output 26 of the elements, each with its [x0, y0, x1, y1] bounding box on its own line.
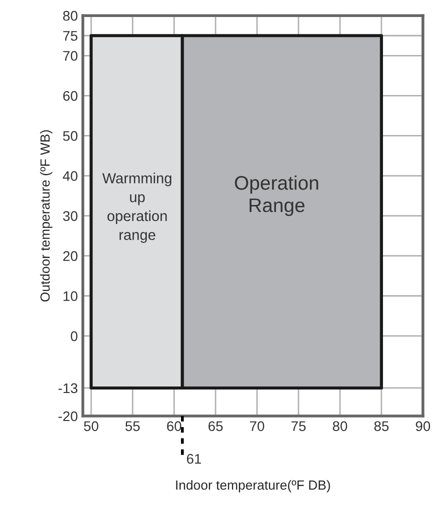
- y-tick-label: 40: [62, 171, 78, 181]
- x-tick-label: 80: [332, 421, 348, 432]
- x-tick-label: 60: [167, 421, 182, 432]
- y-tick-label: -20: [58, 411, 78, 422]
- x-axis-title: Indoor temperature(ºF DB): [176, 480, 330, 492]
- y-tick-label: 30: [63, 211, 78, 221]
- ref-line-label: 61: [186, 454, 202, 464]
- y-tick-label: 50: [63, 131, 78, 141]
- annotation: Operation Range: [234, 176, 318, 216]
- annotation: Warmming up operation range: [102, 172, 172, 243]
- y-tick-label: 20: [63, 251, 78, 262]
- y-tick-label: -13: [58, 383, 78, 394]
- x-tick-label: 75: [291, 421, 306, 432]
- y-tick-label: 60: [63, 91, 78, 101]
- y-axis-title: Outdoor temperature (ºF WB): [40, 130, 52, 302]
- y-tick-label: 70: [63, 50, 78, 61]
- x-tick-label: 85: [374, 421, 389, 432]
- y-tick-label: 75: [63, 31, 78, 41]
- x-tick-label: 70: [250, 421, 264, 432]
- x-tick-label: 55: [125, 421, 140, 432]
- y-tick-label: 80: [63, 10, 78, 21]
- x-tick-label: 50: [84, 421, 98, 432]
- x-tick-label: 65: [208, 421, 223, 432]
- y-tick-label: 0: [70, 331, 78, 342]
- y-tick-label: 10: [64, 291, 78, 302]
- x-tick-label: 90: [416, 421, 430, 432]
